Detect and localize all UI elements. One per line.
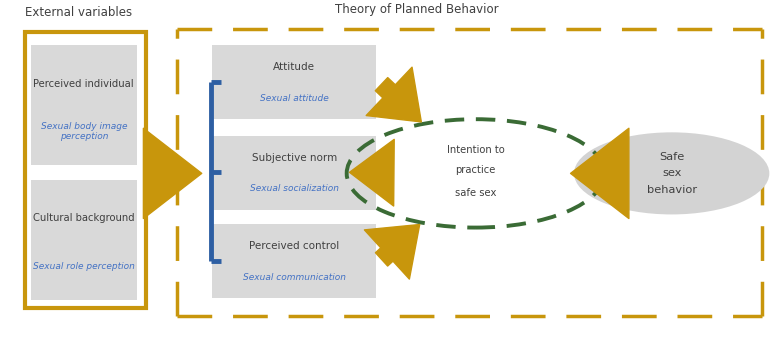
Text: Sexual communication: Sexual communication (243, 273, 346, 282)
Text: Perceived control: Perceived control (249, 241, 339, 252)
Text: Safe: Safe (659, 152, 684, 162)
FancyBboxPatch shape (31, 45, 136, 165)
Text: External variables: External variables (25, 6, 132, 19)
Text: safe sex: safe sex (455, 188, 496, 198)
Text: Perceived individual: Perceived individual (34, 79, 134, 89)
Text: Theory of Planned Behavior: Theory of Planned Behavior (335, 3, 499, 16)
Text: behavior: behavior (647, 185, 697, 195)
FancyBboxPatch shape (212, 224, 376, 298)
Text: Cultural background: Cultural background (33, 213, 135, 223)
Text: Intention to: Intention to (447, 145, 504, 155)
FancyBboxPatch shape (25, 32, 146, 308)
Text: Sexual socialization: Sexual socialization (250, 184, 339, 193)
FancyBboxPatch shape (212, 45, 376, 119)
Text: sex: sex (662, 168, 681, 178)
Circle shape (574, 132, 769, 215)
Text: Sexual attitude: Sexual attitude (260, 94, 328, 103)
Text: Subjective norm: Subjective norm (252, 153, 337, 163)
FancyBboxPatch shape (212, 136, 376, 210)
Text: Sexual role perception: Sexual role perception (33, 262, 135, 271)
Text: practice: practice (456, 165, 495, 175)
Text: Sexual body image
perception: Sexual body image perception (41, 122, 127, 141)
FancyBboxPatch shape (31, 180, 136, 300)
Text: Attitude: Attitude (274, 62, 315, 73)
